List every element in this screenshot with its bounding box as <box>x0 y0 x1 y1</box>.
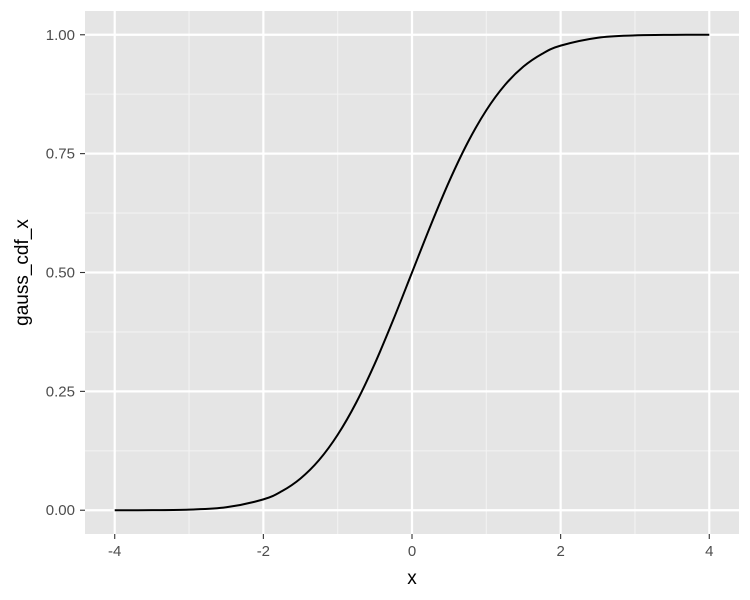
x-tick-label: -2 <box>257 543 270 560</box>
y-tick-label: 0.25 <box>46 383 75 400</box>
x-axis-title: x <box>407 568 417 589</box>
series-line <box>114 33 710 512</box>
x-tick-label: 2 <box>556 543 564 560</box>
y-axis-title: gauss_cdf_x <box>12 219 33 326</box>
y-tick-label: 0.00 <box>46 502 75 519</box>
x-tick-label: -4 <box>108 543 121 560</box>
y-axis: 0.00 0.25 0.50 0.75 1.00 <box>46 27 85 519</box>
series-layer <box>114 33 710 512</box>
x-tick-label: 0 <box>408 543 416 560</box>
y-tick-label: 0.75 <box>46 146 75 163</box>
y-tick-label: 0.50 <box>46 265 75 282</box>
x-axis: -4 -2 0 2 4 <box>108 534 713 560</box>
x-tick-label: 4 <box>705 543 713 560</box>
y-tick-label: 1.00 <box>46 27 75 44</box>
